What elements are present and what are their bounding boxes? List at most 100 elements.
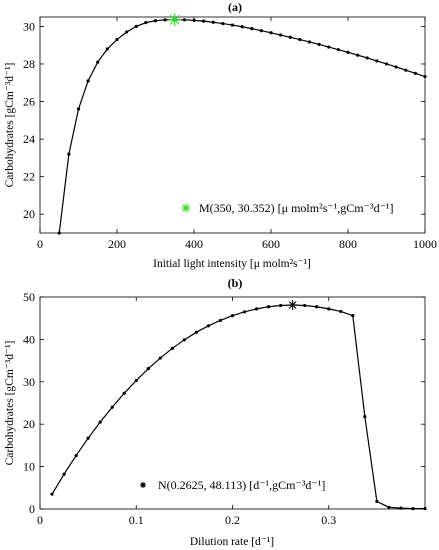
panel-a-legend-symbol (181, 203, 191, 213)
data-point (307, 40, 312, 44)
panel-a-x-ticks: 0 200 400 600 800 1000 (37, 17, 437, 251)
data-point (240, 25, 244, 29)
panel-b-legend-text: N(0.2625, 48.113) [d⁻¹,gCm⁻³d⁻¹] (158, 478, 325, 492)
data-point (387, 505, 391, 509)
panel-b-points (50, 303, 427, 511)
data-point (259, 29, 263, 33)
data-point (399, 506, 403, 510)
data-point (230, 23, 235, 27)
data-point (170, 346, 174, 350)
data-point (315, 305, 319, 309)
data-point (411, 506, 415, 511)
y-tick-label: 24 (23, 132, 35, 146)
data-point (153, 19, 158, 23)
data-point (86, 79, 90, 83)
data-point (242, 310, 247, 314)
panel-b-max-marker (287, 300, 298, 311)
data-point (254, 307, 259, 311)
x-tick-label: 400 (185, 237, 203, 251)
data-point (134, 378, 138, 383)
panel-a: (a) 0 200 400 600 800 1000 20 22 24 26 28 30 M(350… (4, 0, 437, 270)
data-point (163, 18, 167, 22)
data-point (327, 45, 331, 49)
x-tick-label: 0 (37, 237, 43, 251)
data-point (146, 367, 150, 371)
max-point-star (168, 13, 182, 27)
panel-b-y-label: Carbohydrates [gCm⁻³d⁻¹] (4, 341, 16, 466)
panel-b-legend-symbol (140, 482, 146, 488)
data-point (192, 18, 196, 22)
data-point (134, 24, 138, 28)
y-tick-label: 50 (23, 290, 35, 304)
data-point (57, 231, 61, 235)
y-tick-label: 28 (23, 57, 35, 71)
data-point (298, 37, 302, 42)
y-tick-label: 20 (23, 417, 35, 431)
panel-a-legend-text: M(350, 30.352) [μ molm²s⁻¹,gCm⁻³d⁻¹] (199, 201, 394, 215)
data-point (365, 56, 369, 60)
data-point (423, 506, 427, 511)
data-point (413, 71, 417, 75)
data-point (182, 338, 186, 342)
data-point (266, 305, 271, 309)
data-point (336, 48, 340, 52)
y-tick-label: 0 (29, 502, 35, 516)
data-point (375, 59, 379, 63)
panel-a-title: (a) (228, 0, 242, 14)
data-point (250, 27, 254, 31)
data-point (202, 19, 206, 23)
x-tick-label: 0.2 (225, 513, 240, 527)
data-point (110, 405, 114, 409)
panel-b-x-ticks: 0 0.1 0.2 0.3 (37, 297, 336, 527)
data-point (86, 436, 90, 440)
data-point (317, 42, 321, 47)
data-point (158, 356, 162, 360)
panel-a-y-ticks: 20 22 24 26 28 30 (23, 19, 425, 221)
data-point (144, 21, 148, 25)
panel-a-frame (39, 16, 426, 234)
y-tick-label: 30 (23, 375, 35, 389)
data-point (303, 303, 307, 308)
data-point (279, 303, 283, 308)
data-point (230, 314, 235, 318)
data-point (327, 307, 331, 311)
data-point (105, 47, 109, 51)
data-point (98, 420, 102, 424)
legend-star (181, 203, 191, 213)
y-tick-label: 40 (23, 332, 35, 346)
data-point (67, 152, 71, 156)
data-point (279, 33, 283, 37)
data-point (74, 453, 78, 458)
y-tick-label: 26 (23, 95, 35, 109)
data-point (269, 31, 273, 35)
data-point (115, 37, 119, 42)
x-tick-label: 200 (108, 237, 126, 251)
x-tick-label: 0.3 (321, 513, 336, 527)
panel-b: (b) 0 0.1 0.2 0.3 0 10 20 30 40 50 N(0.2625, 48.… (4, 276, 427, 548)
data-point (339, 309, 343, 314)
data-point (356, 53, 360, 57)
panel-a-y-label: Carbohydrates [gCm⁻³d⁻¹] (4, 63, 16, 188)
x-tick-label: 1000 (413, 237, 437, 251)
data-point (404, 68, 408, 72)
data-point (125, 30, 129, 34)
data-point (211, 20, 215, 24)
panel-a-x-label: Initial light intensity [μ molm²s⁻¹] (153, 258, 311, 270)
data-point (182, 18, 186, 22)
panel-b-y-ticks: 0 10 20 30 40 50 (23, 290, 425, 516)
data-point (363, 414, 367, 419)
panel-b-title: (b) (228, 276, 243, 290)
data-point (221, 21, 225, 26)
data-point (122, 391, 126, 395)
data-point (384, 62, 389, 66)
x-tick-label: 800 (339, 237, 357, 251)
data-point (96, 60, 100, 64)
y-tick-label: 20 (23, 207, 35, 221)
data-point (375, 499, 379, 503)
y-tick-label: 30 (23, 19, 35, 33)
data-point (50, 492, 54, 496)
data-point (394, 65, 398, 69)
panel-b-x-label: Dilution rate [d⁻¹] (190, 536, 274, 548)
y-tick-label: 10 (23, 460, 35, 474)
